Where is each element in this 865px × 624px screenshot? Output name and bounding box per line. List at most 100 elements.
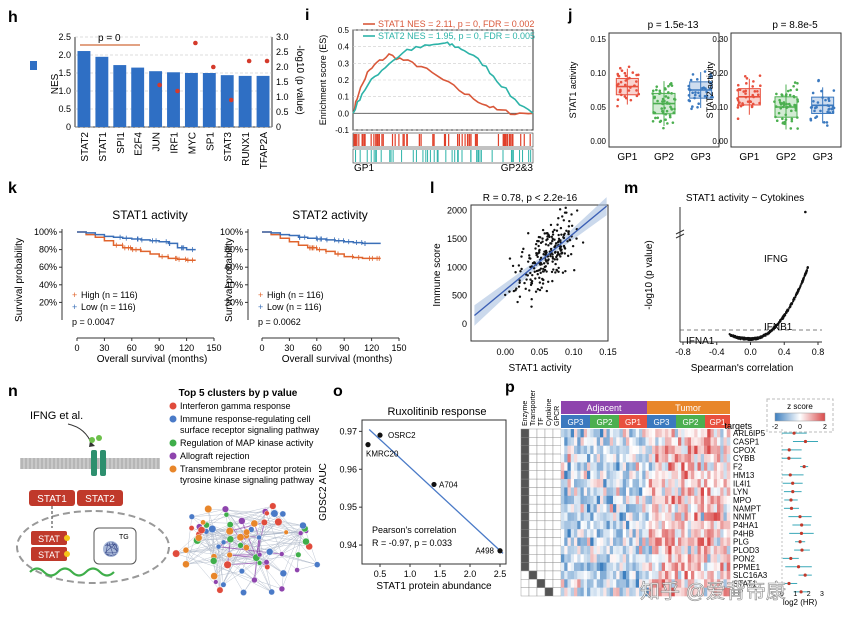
p-heat-cell [629,454,633,463]
l-point [538,250,540,252]
p-heat-cell [678,546,682,555]
p-heat-cell [603,471,607,480]
p-heat-cell [678,571,682,580]
n-network-node [200,520,205,525]
p-heat-cell [629,588,633,597]
p-annot-cell [529,579,537,587]
j-point [779,107,782,110]
p-heat-cell [616,554,620,563]
p-heat-cell [629,496,633,505]
p-heat-cell [665,504,669,513]
p-heat-cell [681,446,685,455]
p-heat-cell [587,546,591,555]
p-heat-cell [672,479,676,488]
p-heat-cell [587,429,591,438]
p-heat-cell [688,496,692,505]
p-heat-cell [590,588,594,597]
p-annot-cell [537,454,545,462]
p-heat-cell [698,529,702,538]
p-heat-cell [623,579,627,588]
p-heat-cell [623,513,627,522]
j-x-tick: GP3 [691,152,711,163]
p-heat-cell [568,546,572,555]
j-point [820,90,823,93]
m-x-tick: 0.4 [778,347,791,357]
p-heat-cell [577,588,581,597]
p-annot-cell [537,521,545,529]
p-heat-cell [714,437,718,446]
p-heat-cell [678,454,682,463]
p-heat-cell [717,487,721,496]
p-annot-cell [529,538,537,546]
p-heat-cell [607,429,611,438]
j-point [784,113,787,116]
p-heat-cell [616,454,620,463]
n-ligand-label: IFNG et al. [30,410,83,422]
l-point [554,251,556,253]
m-y-label: -log10 (p value) [644,240,655,309]
h-annotation: p = 0 [98,33,121,44]
p-heat-cell [698,496,702,505]
p-heat-cell [626,462,630,471]
p-heat-cell [688,571,692,580]
p-heat-cell [590,471,594,480]
p-heat-cell [568,563,572,572]
p-heat-cell [629,462,633,471]
p-heat-cell [600,554,604,563]
p-heat-cell [717,571,721,580]
p-heat-cell [571,471,575,480]
h-x-tick: JUN [152,132,163,151]
p-annot-cell [553,588,561,596]
p-heat-cell [675,454,679,463]
i-x-left: GP1 [354,163,374,174]
m-point [737,337,739,339]
p-heat-cell [594,437,598,446]
j-point [688,94,691,97]
l-y-label: Immune score [432,243,443,307]
p-heat-cell [675,521,679,530]
j-point [699,95,702,98]
j-point [630,99,633,102]
l-point [513,290,515,292]
p-heat-cell [610,446,614,455]
l-point [551,240,553,242]
p-heat-cell [613,529,617,538]
n-network-node [189,525,194,530]
p-heat-cell [672,487,676,496]
p-heat-cell [616,563,620,572]
p-heat-cell [652,571,656,580]
p-heat-cell [636,479,640,488]
p-heat-cell [724,479,728,488]
p-heat-cell [639,521,643,530]
p-heat-cell [704,487,708,496]
p-heat-cell [597,504,601,513]
p-heat-cell [681,504,685,513]
m-point [753,338,755,340]
l-point [567,231,569,233]
p-heat-cell [620,554,624,563]
p-heat-cell [711,446,715,455]
p-heat-cell [646,513,650,522]
p-heat-cell [571,462,575,471]
p-heat-cell [623,554,627,563]
j-x-tick: GP3 [813,152,833,163]
p-annot-cell [537,429,545,437]
p-heat-cell [675,571,679,580]
j-point [654,112,657,115]
p-heat-cell [665,538,669,547]
j-point [757,93,760,96]
p-heat-cell [584,487,588,496]
p-heat-cell [626,496,630,505]
p-heat-cell [633,571,637,580]
l-point [560,227,562,229]
p-heat-cell [574,588,578,597]
p-forest-point [789,473,792,476]
l-point [537,240,539,242]
j-point [781,94,784,97]
n-network-node [298,531,303,536]
p-heat-cell [675,538,679,547]
p-heat-cell [616,546,620,555]
p-heat-cell [597,487,601,496]
j-point [791,118,794,121]
p-heat-cell [701,504,705,513]
